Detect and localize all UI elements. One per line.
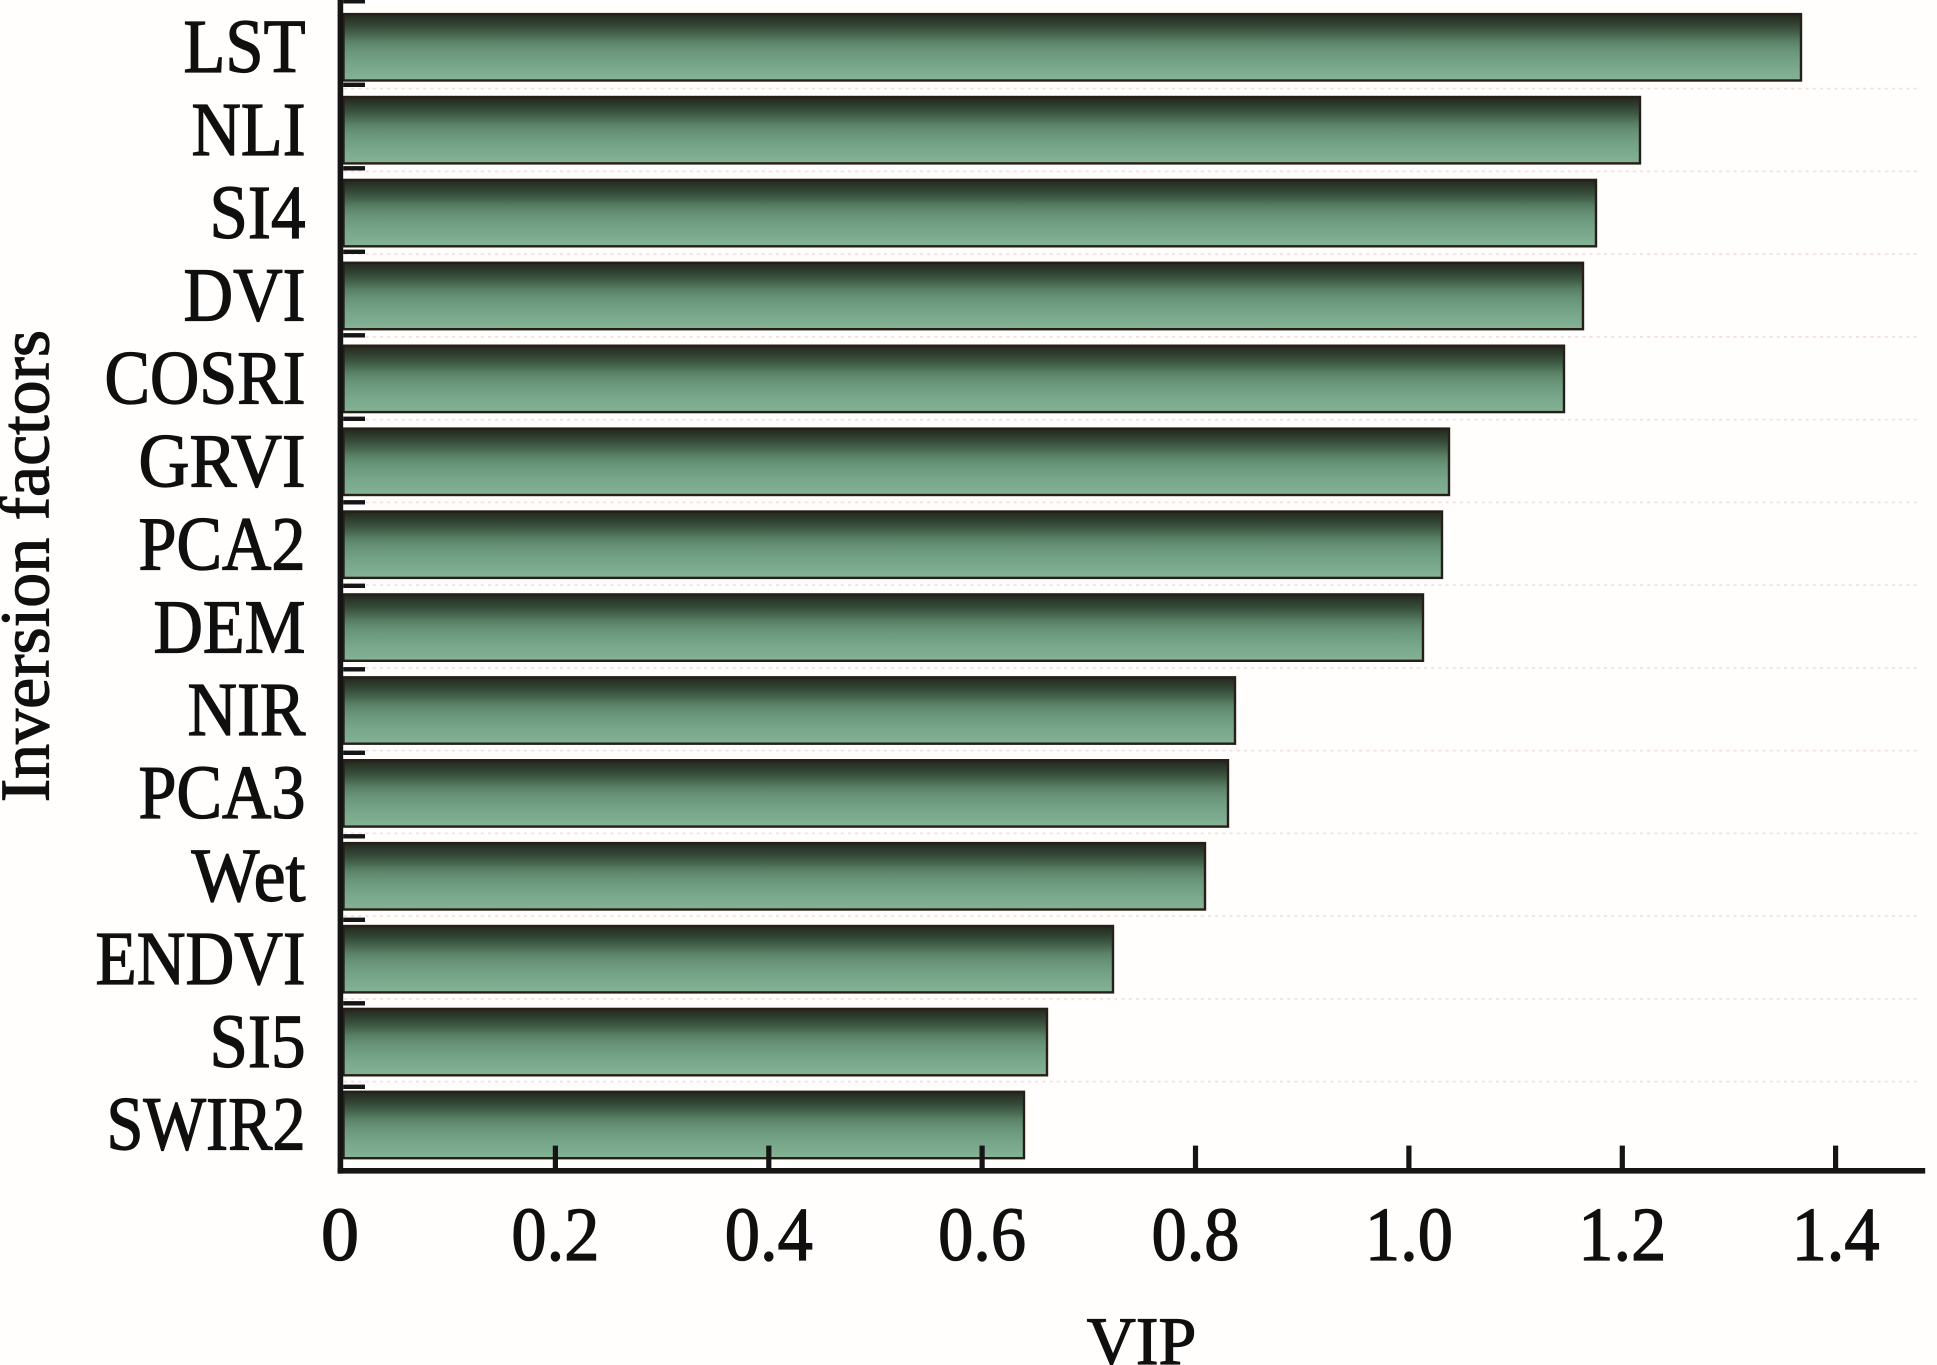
svg-text:NIR: NIR (188, 668, 306, 752)
svg-text:SI4: SI4 (210, 171, 306, 255)
svg-text:Inversion factors: Inversion factors (0, 330, 65, 802)
svg-text:1.4: 1.4 (1792, 1193, 1880, 1277)
svg-text:0.2: 0.2 (511, 1193, 599, 1277)
svg-text:ENDVI: ENDVI (96, 917, 306, 1001)
svg-text:DEM: DEM (154, 585, 306, 669)
svg-text:LST: LST (184, 5, 306, 89)
svg-text:Wet: Wet (192, 834, 306, 918)
svg-text:PCA3: PCA3 (139, 751, 306, 835)
svg-text:COSRI: COSRI (105, 337, 306, 421)
svg-text:0.8: 0.8 (1152, 1193, 1240, 1277)
svg-text:GRVI: GRVI (139, 420, 306, 504)
svg-text:SI5: SI5 (210, 1000, 306, 1084)
svg-text:1.2: 1.2 (1578, 1193, 1666, 1277)
svg-text:NLI: NLI (192, 88, 306, 172)
svg-text:VIP: VIP (1087, 1303, 1197, 1365)
svg-text:0.4: 0.4 (725, 1193, 813, 1277)
svg-text:SWIR2: SWIR2 (107, 1083, 306, 1167)
svg-text:0.6: 0.6 (938, 1193, 1026, 1277)
svg-text:1.0: 1.0 (1365, 1193, 1453, 1277)
svg-text:DVI: DVI (184, 254, 306, 338)
svg-text:PCA2: PCA2 (139, 502, 306, 586)
svg-text:0: 0 (321, 1193, 359, 1277)
